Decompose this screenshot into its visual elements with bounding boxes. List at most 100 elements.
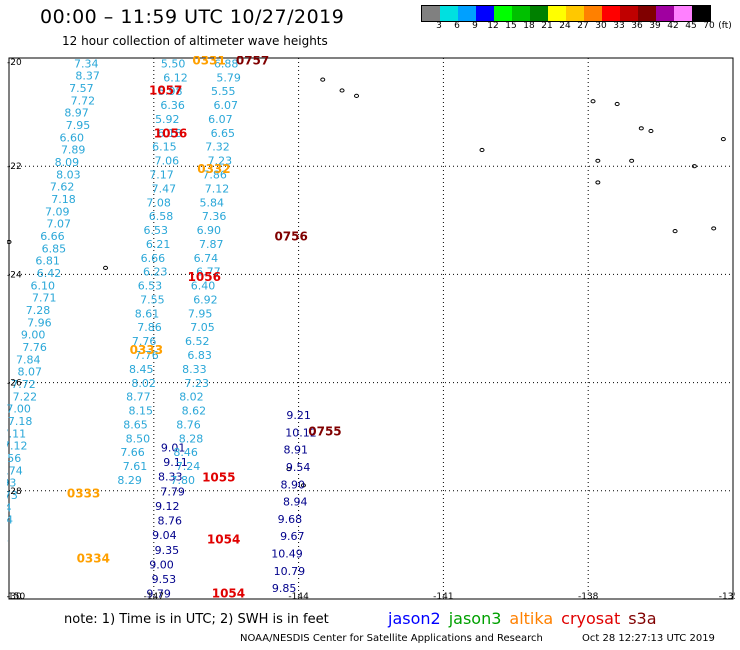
wave-height-value: 7.00 — [7, 403, 31, 416]
wave-height-value: 7.76 — [132, 335, 157, 348]
footer-note: note: 1) Time is in UTC; 2) SWH is in fe… — [64, 612, 329, 627]
wave-height-value: 7.96 — [27, 316, 52, 329]
wave-height-map: 7.348.377.577.728.977.956.607.898.098.03… — [7, 56, 735, 601]
wave-height-value: 7.18 — [8, 415, 33, 428]
wave-height-value: 8.02 — [179, 391, 204, 404]
pass-time-label: 0334 — [77, 551, 110, 565]
scale-swatch — [548, 6, 566, 21]
scale-label: 3 — [436, 21, 442, 31]
scale-swatch — [440, 6, 458, 21]
wave-height-value: 5.50 — [161, 57, 186, 70]
scale-label: 18 — [523, 21, 535, 31]
page-title: 00:00 – 11:59 UTC 10/27/2019 — [40, 6, 345, 28]
y-tick-label: -28 — [7, 487, 22, 497]
wave-height-value: 6.07 — [208, 113, 233, 126]
wave-height-value: 6.65 — [211, 127, 236, 140]
scale-label: 6 — [454, 21, 460, 31]
y-tick-label: -22 — [7, 162, 22, 172]
wave-height-value: 7.86 — [202, 168, 227, 181]
x-tick-label: -147 — [144, 592, 164, 601]
y-tick-label: -24 — [7, 270, 22, 280]
wave-height-value: 10.12 — [285, 426, 317, 439]
wave-height-value: 7.61 — [123, 460, 148, 473]
island-outline — [638, 126, 644, 131]
wave-height-value: 6.84 — [7, 501, 12, 514]
island-outline — [590, 99, 596, 104]
scale-swatch — [602, 6, 620, 21]
wave-height-value: 8.97 — [64, 107, 89, 120]
wave-height-value: 7.12 — [205, 182, 230, 195]
wave-height-value: 9.53 — [152, 573, 177, 586]
axis-ticks: -150 -147 -144 -141 -138 -135 -20 -22 -24 -26 -28 -… — [7, 58, 735, 601]
wave-height-value: 9.00 — [149, 558, 174, 571]
wave-height-value: 6.58 — [149, 210, 174, 223]
wave-height-value: 8.45 — [129, 363, 154, 376]
island-outline — [595, 180, 601, 185]
pass-time-label: 0757 — [236, 56, 269, 68]
scale-label: 42 — [667, 21, 679, 31]
wave-height-value: 8.61 — [135, 307, 160, 320]
wave-height-value: 7.74 — [7, 464, 23, 477]
wave-height-value: 8.07 — [18, 366, 43, 379]
scale-swatch — [476, 6, 494, 21]
scale-swatch — [656, 6, 674, 21]
wave-height-value: 7.09 — [45, 205, 70, 218]
wave-height-value: 7.66 — [120, 446, 145, 459]
island-outline — [691, 164, 697, 169]
wave-height-value: 8.46 — [173, 446, 198, 459]
wave-height-value: 8.28 — [179, 432, 204, 445]
wave-height-value: 6.92 — [193, 293, 218, 306]
scale-unit: (ft) — [718, 21, 732, 31]
wave-height-value: 7.71 — [32, 292, 57, 305]
scale-swatch — [422, 6, 440, 21]
x-tick-label: -135 — [719, 592, 735, 601]
mission-cryosat: cryosat — [561, 609, 621, 628]
pass-time-label: 1054 — [207, 532, 240, 546]
scale-swatch — [566, 6, 584, 21]
wave-height-value: 8.77 — [126, 391, 151, 404]
mission-altika: altika — [509, 609, 554, 628]
islands — [7, 77, 726, 488]
wave-height-value: 6.73 — [7, 489, 18, 502]
wave-height-value: 9.35 — [155, 544, 180, 557]
pass-time-label: 0331 — [192, 56, 225, 68]
wave-height-value: 8.02 — [131, 377, 156, 390]
wave-height-value: 9.00 — [21, 329, 46, 342]
wave-height-value: 8.03 — [56, 168, 81, 181]
pass-times: 0757 0331 1057 1056 0332 0756 1056 0333 0755 1055… — [67, 56, 342, 601]
wave-height-value: 9.67 — [280, 530, 305, 543]
wave-height-value: 9.85 — [272, 582, 297, 595]
island-outline — [479, 147, 485, 153]
wave-height-value: 6.12 — [163, 71, 188, 84]
wave-height-value: 7.08 — [146, 196, 171, 209]
pass-time-label: 0333 — [67, 487, 100, 501]
wave-height-value: 7.47 — [7, 538, 8, 551]
scale-label: 21 — [541, 21, 553, 31]
wave-height-value: 9.54 — [286, 461, 311, 474]
pass-time-label: 1057 — [149, 83, 182, 97]
pass-time-label: 1056 — [154, 127, 187, 141]
scale-label: 9 — [472, 21, 478, 31]
wave-height-value: 6.21 — [146, 238, 171, 251]
lat-lon-grid — [8, 57, 734, 600]
wave-height-value: 8.76 — [157, 515, 182, 528]
wave-height-value: 8.76 — [176, 418, 201, 431]
scale-label: 24 — [559, 21, 571, 31]
mission-legend: jason2 jason3 altika cryosat s3a — [388, 609, 665, 628]
wave-height-value: 6.10 — [31, 279, 56, 292]
wave-height-value: 8.15 — [129, 405, 154, 418]
scale-swatch — [512, 6, 530, 21]
pass-time-label: 0332 — [197, 162, 230, 176]
scale-swatch — [638, 6, 656, 21]
wave-height-value: 7.80 — [171, 474, 196, 487]
wave-height-value: 5.98 — [158, 85, 183, 98]
pass-time-label: 1055 — [202, 470, 235, 484]
scale-label: 33 — [613, 21, 625, 31]
wave-height-value: 6.36 — [160, 99, 185, 112]
wave-height-value: 7.05 — [190, 321, 215, 334]
island-outline — [286, 467, 292, 472]
wave-height-value: 6.18 — [157, 127, 182, 140]
scale-swatch — [584, 6, 602, 21]
scale-swatch — [692, 6, 710, 21]
altimeter-tracks: 7.348.377.577.728.977.956.607.898.098.03… — [7, 57, 317, 600]
